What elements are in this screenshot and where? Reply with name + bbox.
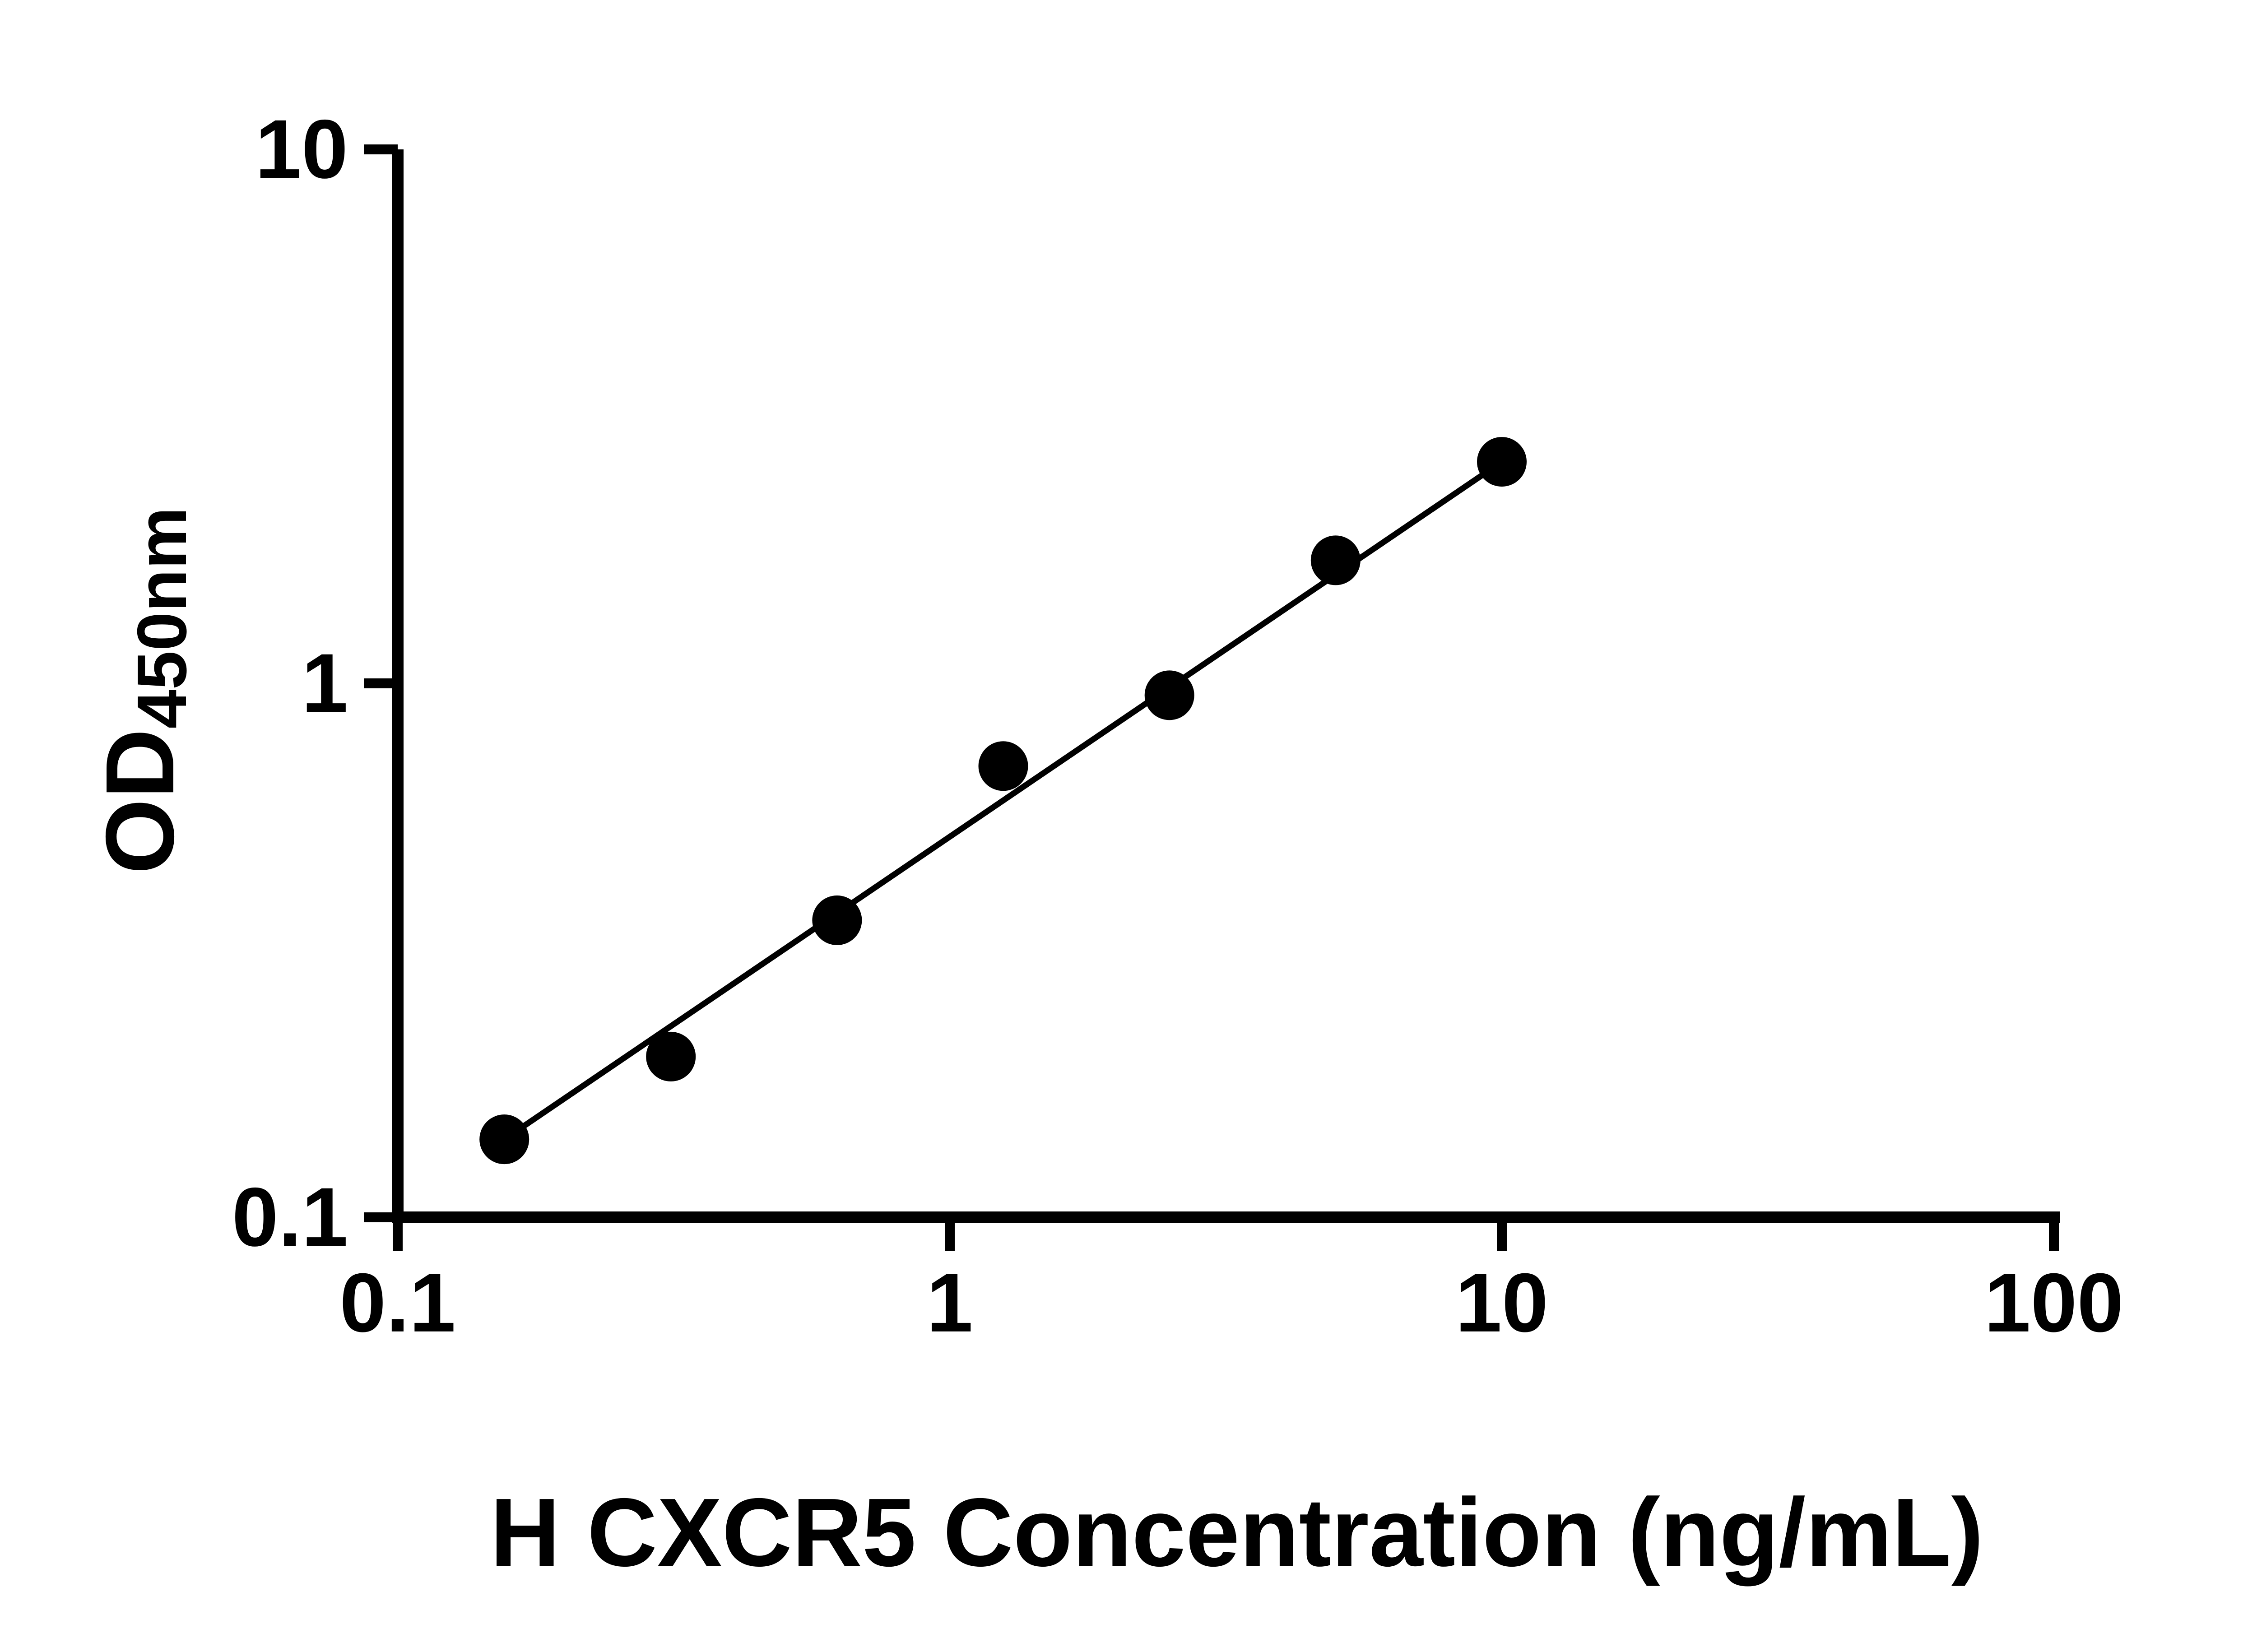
x-tick-label: 1 xyxy=(927,1257,973,1350)
data-point xyxy=(978,741,1028,791)
data-point xyxy=(479,1114,529,1165)
data-point xyxy=(1310,535,1361,585)
data-point xyxy=(646,1031,696,1081)
x-tick-label: 0.1 xyxy=(339,1257,455,1350)
x-tick-label: 100 xyxy=(1984,1257,2124,1350)
y-tick-label: 10 xyxy=(255,103,348,196)
y-axis-title-subscript: 450nm xyxy=(122,507,201,729)
data-point xyxy=(812,895,862,945)
y-axis-title: OD450nm xyxy=(84,507,201,874)
data-point xyxy=(1144,670,1194,720)
x-axis-title: H CXCR5 Concentration (ng/mL) xyxy=(490,1478,1984,1587)
data-point xyxy=(1477,437,1527,487)
y-tick-label: 1 xyxy=(302,637,348,730)
y-tick-label: 0.1 xyxy=(232,1171,348,1264)
y-axis-title-main: OD xyxy=(85,729,194,874)
x-tick-label: 10 xyxy=(1455,1257,1548,1350)
